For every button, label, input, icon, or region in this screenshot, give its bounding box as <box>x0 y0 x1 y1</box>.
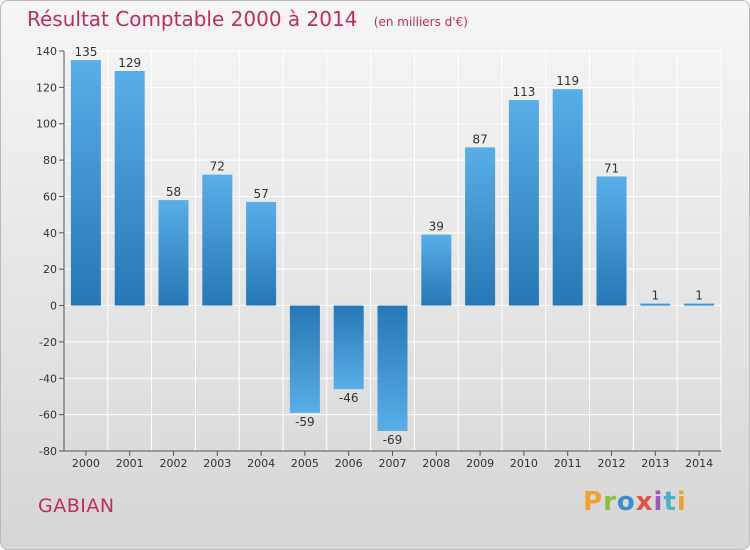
y-tick-label: -20 <box>39 336 57 349</box>
x-tick-label: 2003 <box>203 457 231 470</box>
bar <box>114 71 145 306</box>
x-tick-label: 2014 <box>685 457 713 470</box>
bar-value-label: 71 <box>604 161 619 175</box>
bar <box>158 200 189 306</box>
bar <box>333 305 364 390</box>
x-tick-label: 2002 <box>160 457 188 470</box>
y-tick-label: 100 <box>36 118 57 131</box>
x-tick-label: 2005 <box>291 457 319 470</box>
chart-title: Résultat Comptable 2000 à 2014 (en milli… <box>27 7 468 31</box>
y-tick-label: -80 <box>39 445 57 458</box>
bar-value-label: 1 <box>651 289 659 303</box>
bar <box>202 174 233 306</box>
y-tick-label: 20 <box>43 263 57 276</box>
y-tick-label: 120 <box>36 81 57 94</box>
bar-value-label: 135 <box>74 45 97 59</box>
bar-value-label: 39 <box>429 220 444 234</box>
bars-layer <box>70 60 715 431</box>
x-tick-label: 2004 <box>247 457 275 470</box>
x-tick-label: 2013 <box>641 457 669 470</box>
x-tick-label: 2007 <box>379 457 407 470</box>
y-tick-label: 80 <box>43 154 57 167</box>
bar-value-label: 119 <box>556 74 579 88</box>
x-tick-label: 2001 <box>116 457 144 470</box>
x-tick-label: 2009 <box>466 457 494 470</box>
x-tick-label: 2006 <box>335 457 363 470</box>
labels-layer: -80 -60 -40 -20 0 20 40 60 80 100 120 140 135 2000 129… <box>36 45 713 470</box>
logo-letter: P <box>583 487 604 517</box>
bar <box>465 147 496 306</box>
bar-value-label: 87 <box>472 132 487 146</box>
y-tick-label: -60 <box>39 409 57 422</box>
bar <box>508 100 539 306</box>
y-tick-label: 0 <box>50 300 57 313</box>
x-tick-label: 2010 <box>510 457 538 470</box>
logo-letter: t <box>663 487 677 517</box>
proxiti-logo: Proxiti <box>583 487 687 517</box>
bar <box>377 305 408 431</box>
bar <box>70 60 101 306</box>
bar-value-label: 113 <box>512 85 535 99</box>
logo-letter: i <box>653 487 664 517</box>
bar-value-label: -69 <box>383 433 403 447</box>
chart-unit: (en milliers d'€) <box>373 15 468 29</box>
bar <box>596 176 627 306</box>
logo-letter: o <box>616 487 636 517</box>
bar-value-label: -46 <box>339 391 359 405</box>
bar-value-label: 58 <box>166 185 181 199</box>
logo-letter: r <box>603 487 617 517</box>
bar <box>640 303 671 306</box>
bar-value-label: 129 <box>118 56 141 70</box>
x-tick-label: 2000 <box>72 457 100 470</box>
bar <box>421 234 452 306</box>
x-tick-label: 2011 <box>554 457 582 470</box>
y-tick-label: 60 <box>43 190 57 203</box>
logo-letter: i <box>676 487 687 517</box>
bar-value-label: 72 <box>210 160 225 174</box>
x-tick-label: 2012 <box>598 457 626 470</box>
city-name: GABIAN <box>38 495 115 517</box>
bar-value-label: 1 <box>695 289 703 303</box>
y-tick-label: 140 <box>36 45 57 58</box>
x-tick-label: 2008 <box>422 457 450 470</box>
bar <box>289 305 320 413</box>
bar-value-label: 57 <box>253 187 268 201</box>
y-tick-label: -40 <box>39 372 57 385</box>
chart-title-text: Résultat Comptable 2000 à 2014 <box>27 7 358 31</box>
bar <box>552 89 583 306</box>
y-tick-label: 40 <box>43 227 57 240</box>
logo-letter: x <box>635 487 654 517</box>
bar <box>246 201 277 306</box>
bar <box>684 303 715 306</box>
bar-value-label: -59 <box>295 415 315 429</box>
